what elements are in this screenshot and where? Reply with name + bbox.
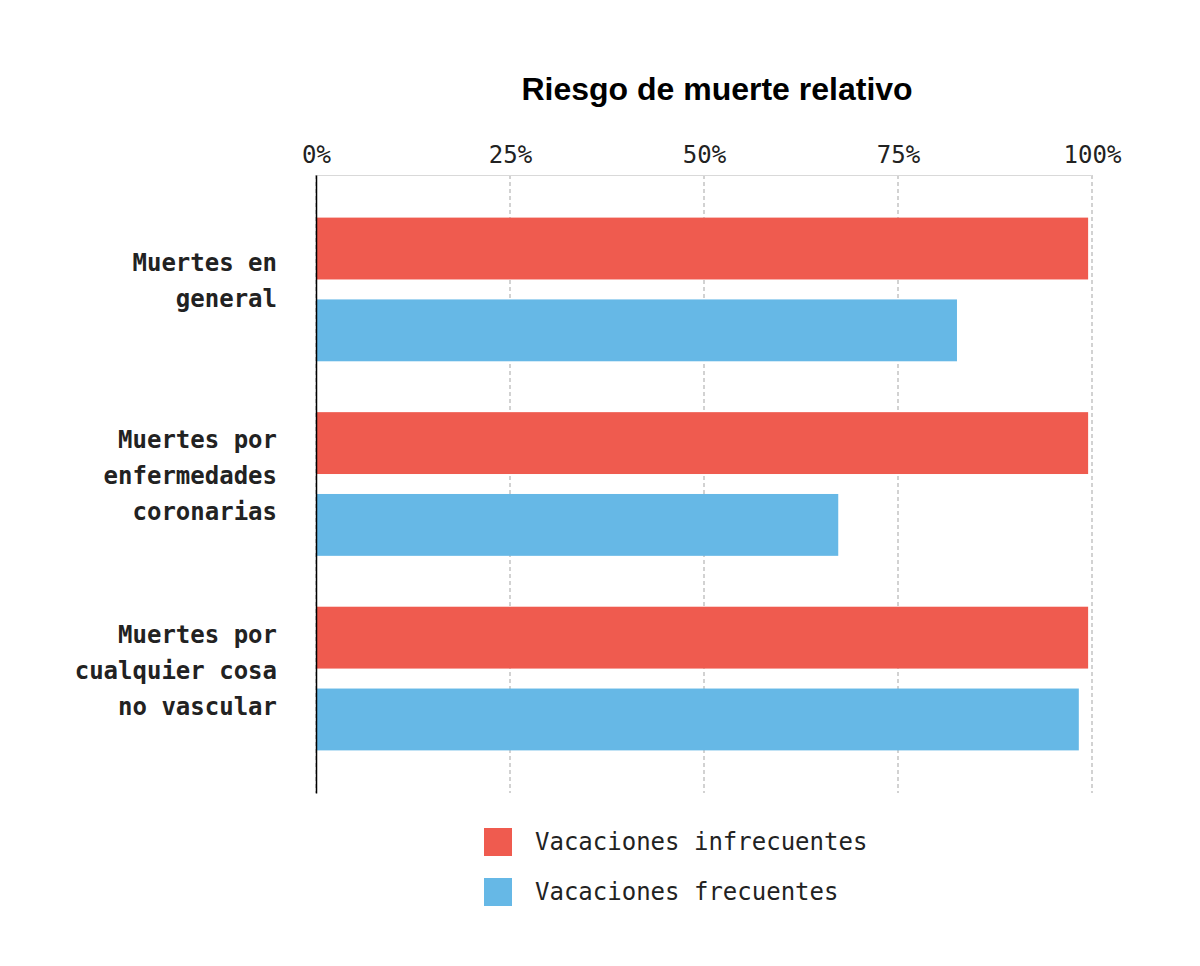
bar	[316, 689, 1079, 751]
y-tick: Muertes por enfermedades coronarias	[104, 426, 316, 526]
x-tick-label: 25%	[489, 141, 533, 169]
x-axis-line	[317, 175, 1093, 176]
legend-swatch	[484, 878, 512, 906]
y-tick: Muertes en general	[133, 249, 317, 313]
bar	[316, 218, 1088, 280]
y-tick-label: Muertes en general	[133, 249, 278, 313]
bar	[316, 299, 957, 361]
y-tick-label-line: coronarias	[133, 498, 278, 526]
y-tick-label-line: cualquier cosa	[75, 657, 277, 685]
y-axis: Muertes en general Muertes por enfermedades…	[75, 176, 317, 794]
x-tick-label: 75%	[877, 141, 921, 169]
title: Riesgo de muerte relativo	[521, 71, 912, 107]
legend-label: Vacaciones infrecuentes	[535, 828, 867, 856]
x-tick: 50%	[683, 141, 727, 175]
grid-line	[315, 175, 316, 793]
y-tick-label-line: Muertes por	[118, 426, 277, 454]
chart: Riesgo de muerte relativo 0% 25% 50% 75% 100%…	[0, 0, 1200, 966]
legend-label: Vacaciones frecuentes	[535, 878, 838, 906]
y-axis-line	[316, 176, 318, 794]
x-tick: 25%	[489, 141, 533, 175]
y-tick-label-line: no vascular	[118, 693, 277, 721]
x-tick: 100%	[1064, 141, 1122, 175]
bars	[316, 218, 1088, 751]
y-tick-label-line: Muertes en	[133, 249, 278, 277]
bar	[316, 607, 1088, 669]
y-tick-label-line: enfermedades	[104, 462, 277, 490]
y-tick: Muertes por cualquier cosa no vascular	[75, 621, 316, 721]
x-tick-label: 100%	[1064, 141, 1122, 169]
legend-item: Vacaciones frecuentes	[484, 878, 838, 906]
y-tick-label-line: general	[176, 285, 277, 313]
y-tick-label-line: Muertes por	[118, 621, 277, 649]
legend-swatch	[484, 828, 512, 856]
grid-line	[1091, 175, 1092, 793]
y-tick-label: Muertes por enfermedades coronarias	[104, 426, 277, 526]
legend-item: Vacaciones infrecuentes	[484, 828, 867, 856]
x-tick-label: 50%	[683, 141, 727, 169]
x-tick-label: 0%	[302, 141, 331, 169]
y-tick-label: Muertes por cualquier cosa no vascular	[75, 621, 277, 721]
legend: Vacaciones infrecuentes Vacaciones frecue…	[484, 828, 867, 906]
bar	[316, 494, 838, 556]
bar	[316, 412, 1088, 474]
x-axis: 0% 25% 50% 75% 100%	[302, 141, 1122, 176]
x-tick: 75%	[877, 141, 921, 175]
grid	[316, 175, 1092, 793]
x-tick: 0%	[302, 141, 331, 175]
